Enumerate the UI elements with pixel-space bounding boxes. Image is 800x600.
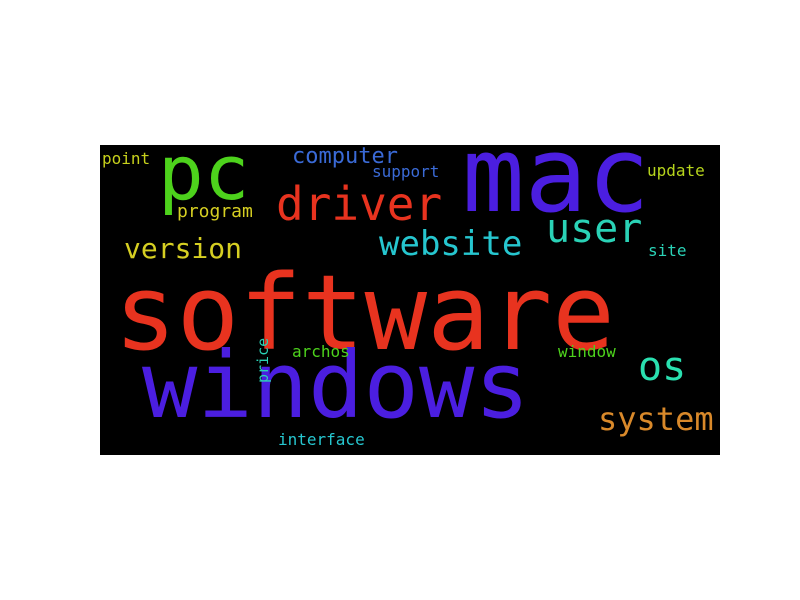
word-archos: archos (292, 342, 350, 361)
word-windows: windows (142, 332, 530, 439)
word-window: window (558, 342, 616, 361)
word-interface: interface (278, 430, 365, 449)
word-website: website (379, 224, 523, 264)
word-user: user (546, 206, 643, 252)
word-computer: computer (292, 145, 398, 169)
word-support: support (372, 162, 440, 181)
word-update: update (647, 161, 705, 180)
word-driver: driver (276, 177, 443, 231)
word-program: program (177, 201, 253, 222)
word-site: site (648, 241, 687, 260)
word-point: point (102, 149, 151, 168)
word-os: os (638, 344, 687, 390)
word-pc: pc (158, 145, 250, 217)
word-price: price (254, 337, 272, 383)
word-cloud: software windows mac pc driver user webs… (100, 145, 720, 455)
word-software: software (114, 252, 615, 374)
word-system: system (598, 400, 714, 438)
word-mac: mac (462, 145, 650, 236)
word-version: version (124, 232, 243, 265)
